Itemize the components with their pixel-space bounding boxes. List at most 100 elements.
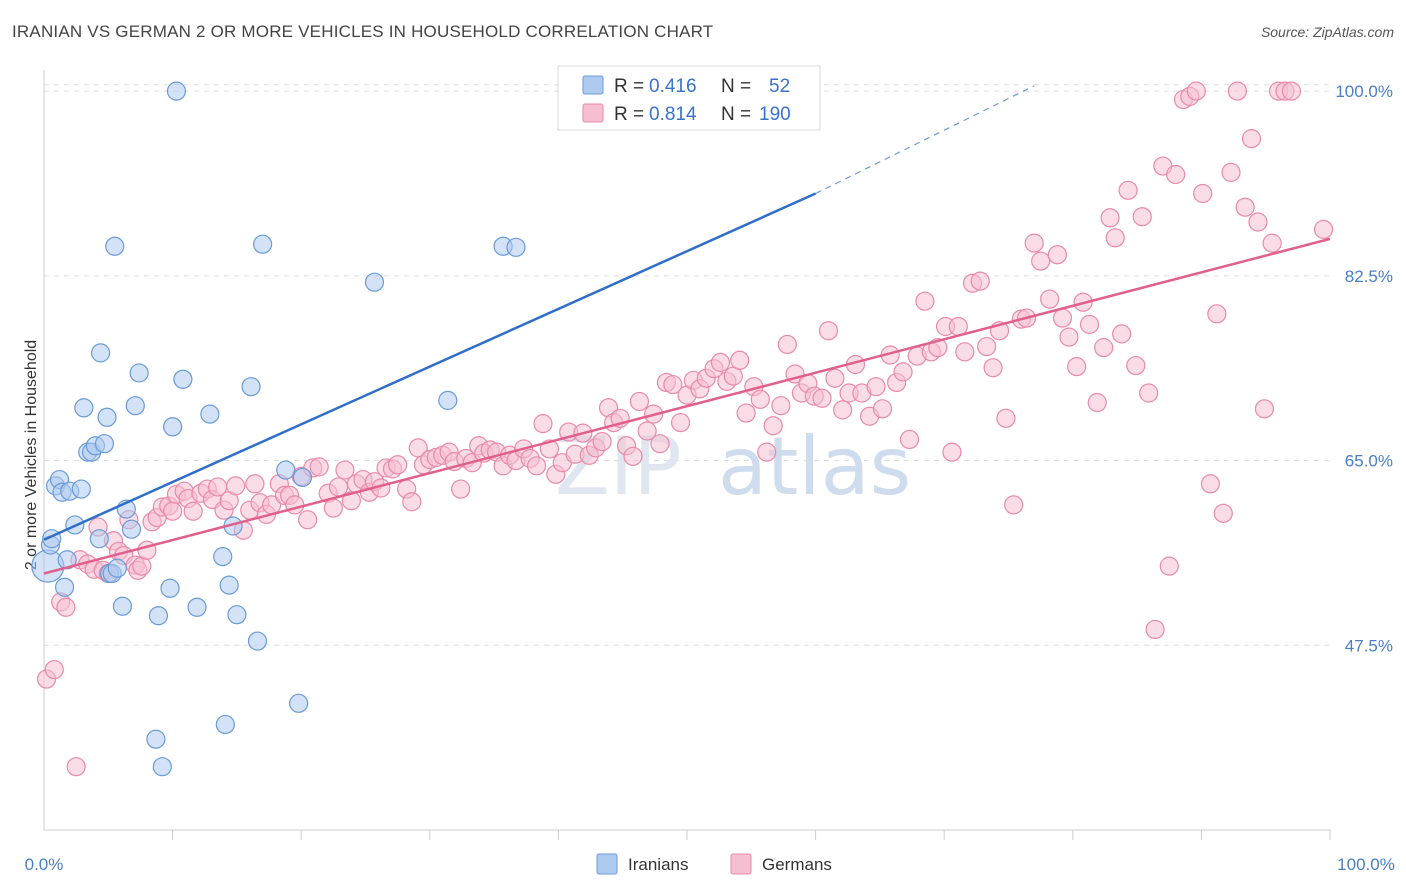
iranian-point (89, 529, 109, 549)
iranian-point (289, 693, 309, 713)
legend-n-value-iranians: 52 (769, 76, 790, 97)
german-point (1112, 324, 1132, 344)
german-point (1159, 556, 1179, 576)
german-point (623, 446, 643, 466)
watermark-atlas: atlas (718, 420, 911, 513)
chart-source: Source: ZipAtlas.com (1260, 24, 1394, 40)
german-point (893, 362, 913, 382)
german-point (388, 455, 408, 475)
iranian-point (105, 236, 125, 256)
german-point (1248, 212, 1268, 232)
iranian-point (173, 369, 193, 389)
german-point (1145, 619, 1165, 640)
german-point (1100, 208, 1120, 228)
german-point (1079, 314, 1100, 334)
bottom-legend-iranians: Iranians (628, 855, 688, 874)
german-point (977, 336, 997, 357)
german-point (323, 498, 343, 518)
y-axis-title: 2 or more Vehicles in Household (23, 340, 40, 570)
german-point (1132, 207, 1152, 227)
y-tick-label: 100.0% (1335, 82, 1393, 101)
german-point (1207, 304, 1227, 324)
german-point (1059, 327, 1079, 347)
german-point (1087, 392, 1107, 413)
german-point (818, 321, 839, 341)
iranian-point (438, 390, 458, 410)
iranian-point (276, 460, 296, 480)
german-point (915, 291, 935, 311)
german-point (872, 399, 893, 419)
legend-swatch-iranians (582, 75, 604, 95)
iranian-point (241, 377, 261, 397)
axes (43, 70, 1330, 831)
iranian-point (219, 575, 239, 595)
iranian-point (97, 407, 117, 427)
german-point (1047, 245, 1067, 265)
bottom-legend: Iranians Germans (596, 853, 832, 875)
iranian-point (54, 577, 75, 597)
iranian-point (148, 606, 169, 626)
german-point (526, 456, 547, 476)
german-point (1213, 503, 1233, 523)
trend-lines (43, 85, 1331, 575)
iranian-point (160, 578, 180, 598)
german-point (812, 388, 832, 408)
german-point (763, 416, 783, 436)
german-point (1052, 308, 1073, 328)
iranian-point (215, 714, 235, 735)
german-point (833, 400, 853, 420)
iranian-point (112, 596, 133, 616)
german-point (996, 408, 1016, 428)
legend-r-value-germans: 0.814 (649, 104, 697, 125)
german-point (942, 442, 962, 462)
german-point (592, 431, 612, 452)
legend-n-label-germans: N = (721, 104, 751, 125)
german-point (309, 457, 329, 477)
iranian-trend-line (43, 192, 817, 541)
german-point (298, 510, 318, 530)
german-point (1200, 474, 1221, 494)
y-tick-labels: 47.5% 65.0% 82.5% 100.0% (1335, 82, 1393, 655)
chart-title: IRANIAN VS GERMAN 2 OR MORE VEHICLES IN … (12, 22, 714, 41)
iranian-point (74, 398, 94, 418)
german-point (1193, 183, 1213, 204)
german-point (132, 556, 152, 576)
iranian-point (125, 396, 145, 416)
iranian-point (121, 519, 142, 539)
german-point (637, 421, 657, 441)
iranian-point (57, 550, 77, 570)
german-point (730, 350, 750, 370)
german-point (899, 429, 920, 450)
iranian-point (227, 605, 247, 625)
bottom-legend-swatch-germans (730, 853, 752, 875)
iranian-points (31, 81, 723, 777)
german-point (1094, 338, 1114, 358)
german-point (402, 492, 422, 512)
iranian-point (364, 272, 385, 292)
german-point (757, 442, 777, 462)
iranian-point (129, 363, 149, 383)
german-point (825, 368, 845, 388)
iranian-point (187, 597, 207, 617)
german-point (1186, 81, 1206, 101)
legend-n-value-germans: 190 (759, 104, 791, 125)
german-point (1313, 219, 1334, 239)
german-point (1262, 233, 1282, 253)
german-point (983, 358, 1003, 378)
german-point (183, 501, 203, 521)
german-point (1004, 495, 1024, 515)
german-point (1067, 357, 1087, 377)
y-tick-label: 65.0% (1345, 452, 1393, 471)
german-point (1166, 164, 1186, 185)
legend-r-value-iranians: 0.416 (649, 76, 697, 97)
german-point (750, 389, 770, 409)
german-point (866, 377, 886, 397)
german-point (44, 659, 64, 680)
y-tick-label: 47.5% (1345, 636, 1393, 655)
german-point (777, 334, 797, 355)
german-point (66, 757, 86, 777)
german-point (771, 396, 791, 416)
german-point (56, 597, 76, 617)
german-point (650, 434, 670, 454)
